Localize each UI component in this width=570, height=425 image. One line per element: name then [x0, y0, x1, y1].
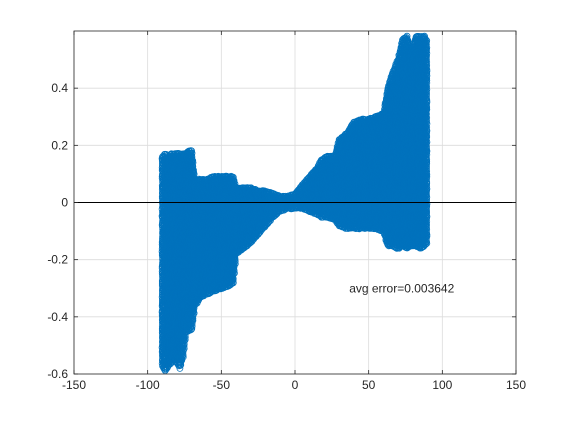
scatter-chart: -150-100-50050100150 -0.6-0.4-0.200.20.4… [0, 0, 570, 420]
figure: -150-100-50050100150 -0.6-0.4-0.200.20.4… [0, 0, 570, 420]
